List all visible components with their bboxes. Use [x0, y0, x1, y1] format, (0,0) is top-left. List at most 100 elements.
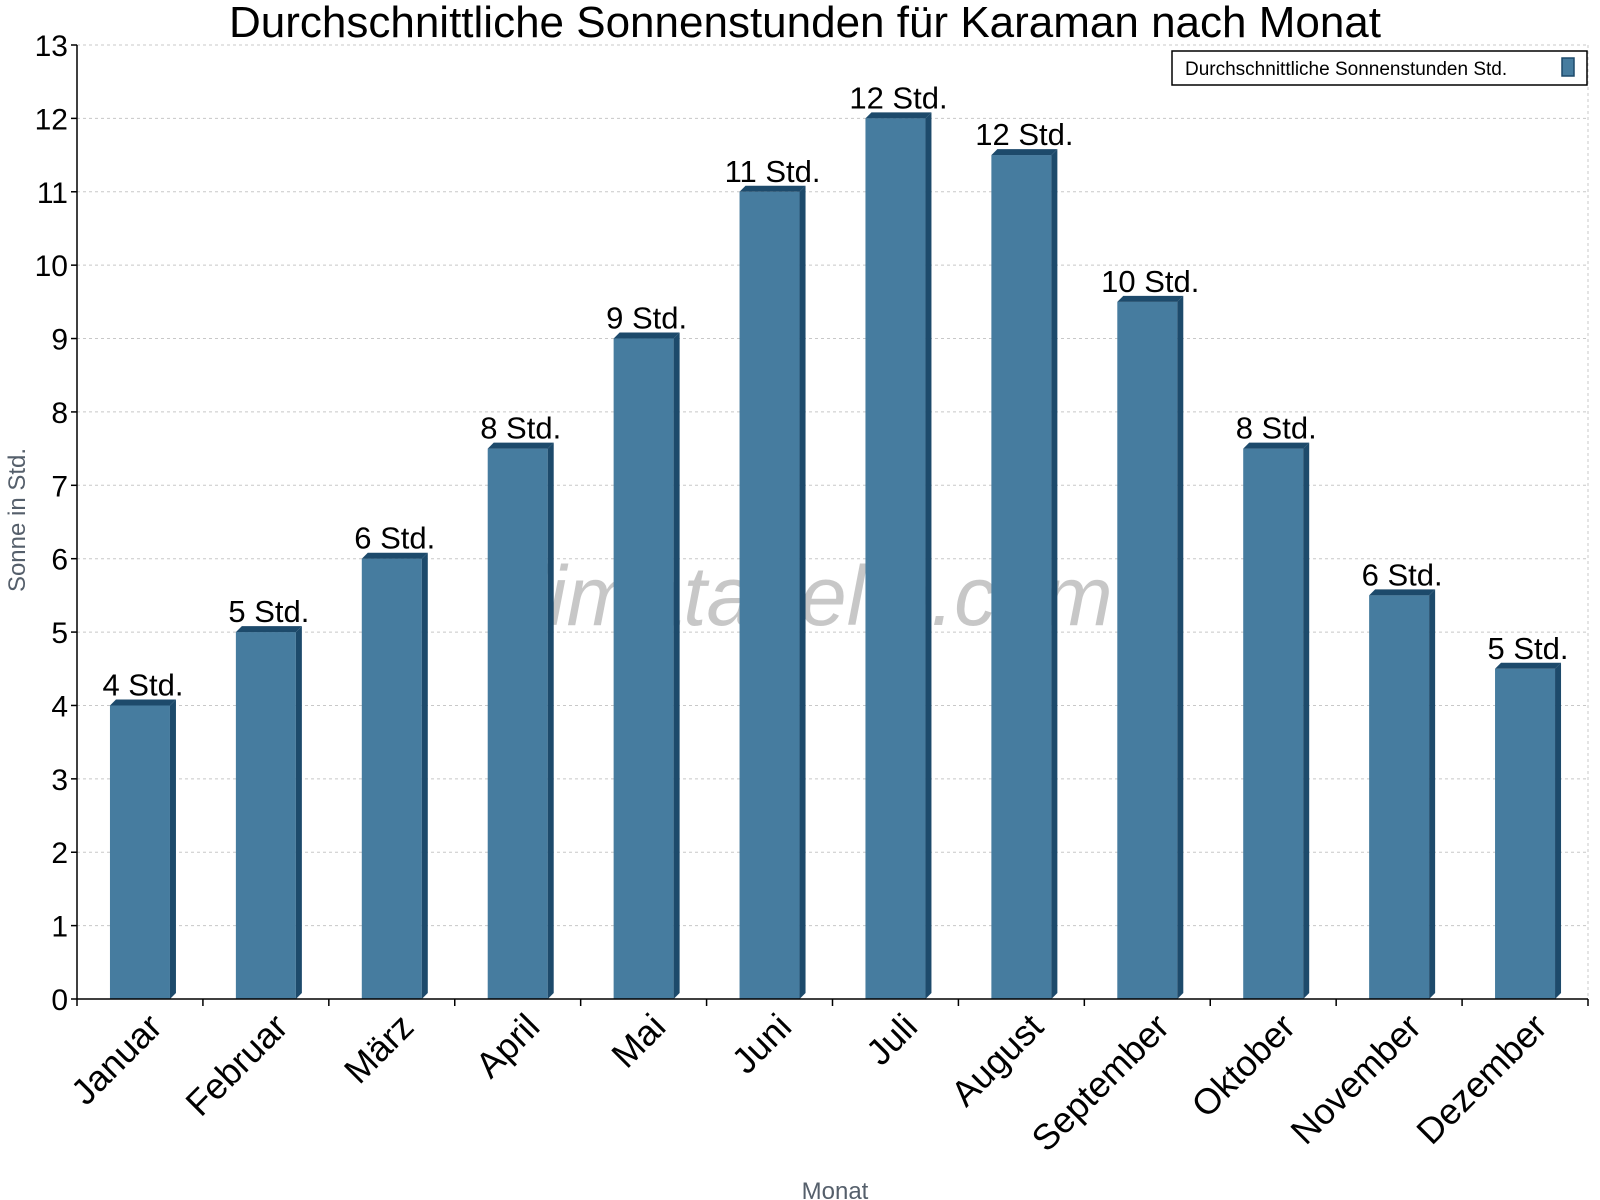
- bar-face: [1495, 668, 1556, 999]
- legend: Durchschnittliche Sonnenstunden Std.: [1171, 50, 1588, 86]
- data-labels: 4 Std. 5 Std. 6 Std. 8 Std. 9 Std. 11 Std. 12 …: [102, 80, 1568, 702]
- x-tick-label: November: [1282, 1006, 1428, 1152]
- bar-face: [361, 558, 422, 999]
- y-tick-label: 11: [37, 177, 68, 210]
- data-label: 8 Std.: [1236, 411, 1317, 446]
- bar-side: [1429, 589, 1436, 999]
- x-tick-label: Juni: [724, 1006, 800, 1082]
- x-axis-label: Monat: [802, 1178, 869, 1200]
- y-tick-label: 8: [51, 397, 68, 430]
- bar-side: [295, 626, 302, 999]
- bar-side: [421, 552, 428, 999]
- bar: [613, 332, 680, 999]
- data-label: 12 Std.: [849, 80, 947, 115]
- y-tick-label: 5: [51, 617, 68, 650]
- x-tick-labels: Januar Februar März April Mai Juni Juli AugustS…: [63, 1006, 1555, 1160]
- bar: [487, 442, 554, 1000]
- x-tick-label: Dezember: [1408, 1006, 1554, 1152]
- bar: [1243, 442, 1310, 1000]
- bar-top: [1117, 295, 1184, 302]
- bar: [1117, 295, 1184, 999]
- data-label: 8 Std.: [480, 411, 561, 446]
- bar-top: [1243, 442, 1310, 449]
- x-tick-label: April: [467, 1006, 547, 1086]
- y-tick-label: 1: [51, 911, 68, 944]
- bar: [739, 185, 806, 999]
- bar: [991, 149, 1058, 1000]
- bar-face: [991, 155, 1052, 1000]
- chart-title: Durchschnittliche Sonnenstunden für Kara…: [229, 0, 1381, 47]
- bar-side: [799, 185, 806, 999]
- bar-top: [1369, 589, 1436, 596]
- legend-entry-label: Durchschnittliche Sonnenstunden Std.: [1185, 59, 1507, 80]
- bar-top: [739, 185, 806, 192]
- y-tick-label: 3: [51, 764, 68, 797]
- bar-face: [1369, 595, 1430, 999]
- bar-face: [109, 705, 170, 999]
- bar: [361, 552, 428, 999]
- x-tick-label: Januar: [63, 1006, 170, 1113]
- bar-top: [613, 332, 680, 339]
- x-tick-label: Mai: [603, 1006, 673, 1076]
- x-tick-label: August: [943, 1006, 1051, 1114]
- data-label: 12 Std.: [975, 117, 1073, 152]
- data-label: 11 Std.: [725, 154, 821, 189]
- y-tick-label: 13: [35, 30, 68, 63]
- y-tick-label: 9: [51, 324, 68, 357]
- y-tick-label: 2: [51, 837, 68, 870]
- bar-side: [925, 112, 932, 999]
- bar-top: [487, 442, 554, 449]
- bar-top: [235, 626, 302, 633]
- data-label: 4 Std.: [102, 667, 183, 702]
- y-tick-label: 0: [51, 984, 68, 1017]
- bar-top: [361, 552, 428, 559]
- bar-top: [1495, 662, 1562, 669]
- data-label: 10 Std.: [1101, 264, 1199, 299]
- data-label: 5 Std.: [1488, 631, 1569, 666]
- data-label: 6 Std.: [354, 521, 435, 556]
- bar-face: [1117, 301, 1178, 999]
- data-label: 5 Std.: [228, 594, 309, 629]
- gridlines: [77, 44, 1589, 999]
- bar-face: [1243, 448, 1304, 1000]
- legend-swatch: [1561, 57, 1575, 77]
- bar-side: [1177, 295, 1184, 999]
- bar: [109, 699, 176, 999]
- x-tick-label: März: [336, 1006, 422, 1092]
- bar-side: [1303, 442, 1310, 1000]
- x-tick-label: Februar: [177, 1006, 295, 1124]
- bar-side: [673, 332, 680, 999]
- bar-face: [487, 448, 548, 1000]
- y-tick-label: 6: [51, 544, 68, 577]
- x-tick-label: Juli: [858, 1006, 925, 1073]
- bar-face: [613, 338, 674, 999]
- bar-side: [1051, 149, 1058, 1000]
- bar-side: [547, 442, 554, 1000]
- data-label: 6 Std.: [1362, 557, 1443, 592]
- y-tick-label: 7: [51, 470, 68, 503]
- bar: [1495, 662, 1562, 999]
- x-tick-label: September: [1023, 1006, 1177, 1160]
- bars: [109, 112, 1562, 1000]
- legend-box: [1171, 50, 1588, 86]
- axes: [71, 44, 1589, 1006]
- bar-face: [235, 632, 296, 999]
- bar-top: [991, 149, 1058, 156]
- bar-top: [109, 699, 176, 706]
- y-tick-label: 10: [35, 250, 68, 283]
- bar-face: [865, 118, 926, 999]
- y-tick-label: 4: [51, 690, 68, 723]
- bar: [1369, 589, 1436, 999]
- bar-side: [169, 699, 176, 999]
- x-tick-label: Oktober: [1183, 1006, 1303, 1126]
- bar-side: [1555, 662, 1562, 999]
- bar: [865, 112, 932, 999]
- bar: [235, 626, 302, 999]
- data-label: 9 Std.: [606, 301, 687, 336]
- bar-top: [865, 112, 932, 119]
- bar-face: [739, 191, 800, 999]
- y-tick-label: 12: [35, 103, 68, 136]
- y-axis-label: Sonne in Std.: [4, 448, 31, 592]
